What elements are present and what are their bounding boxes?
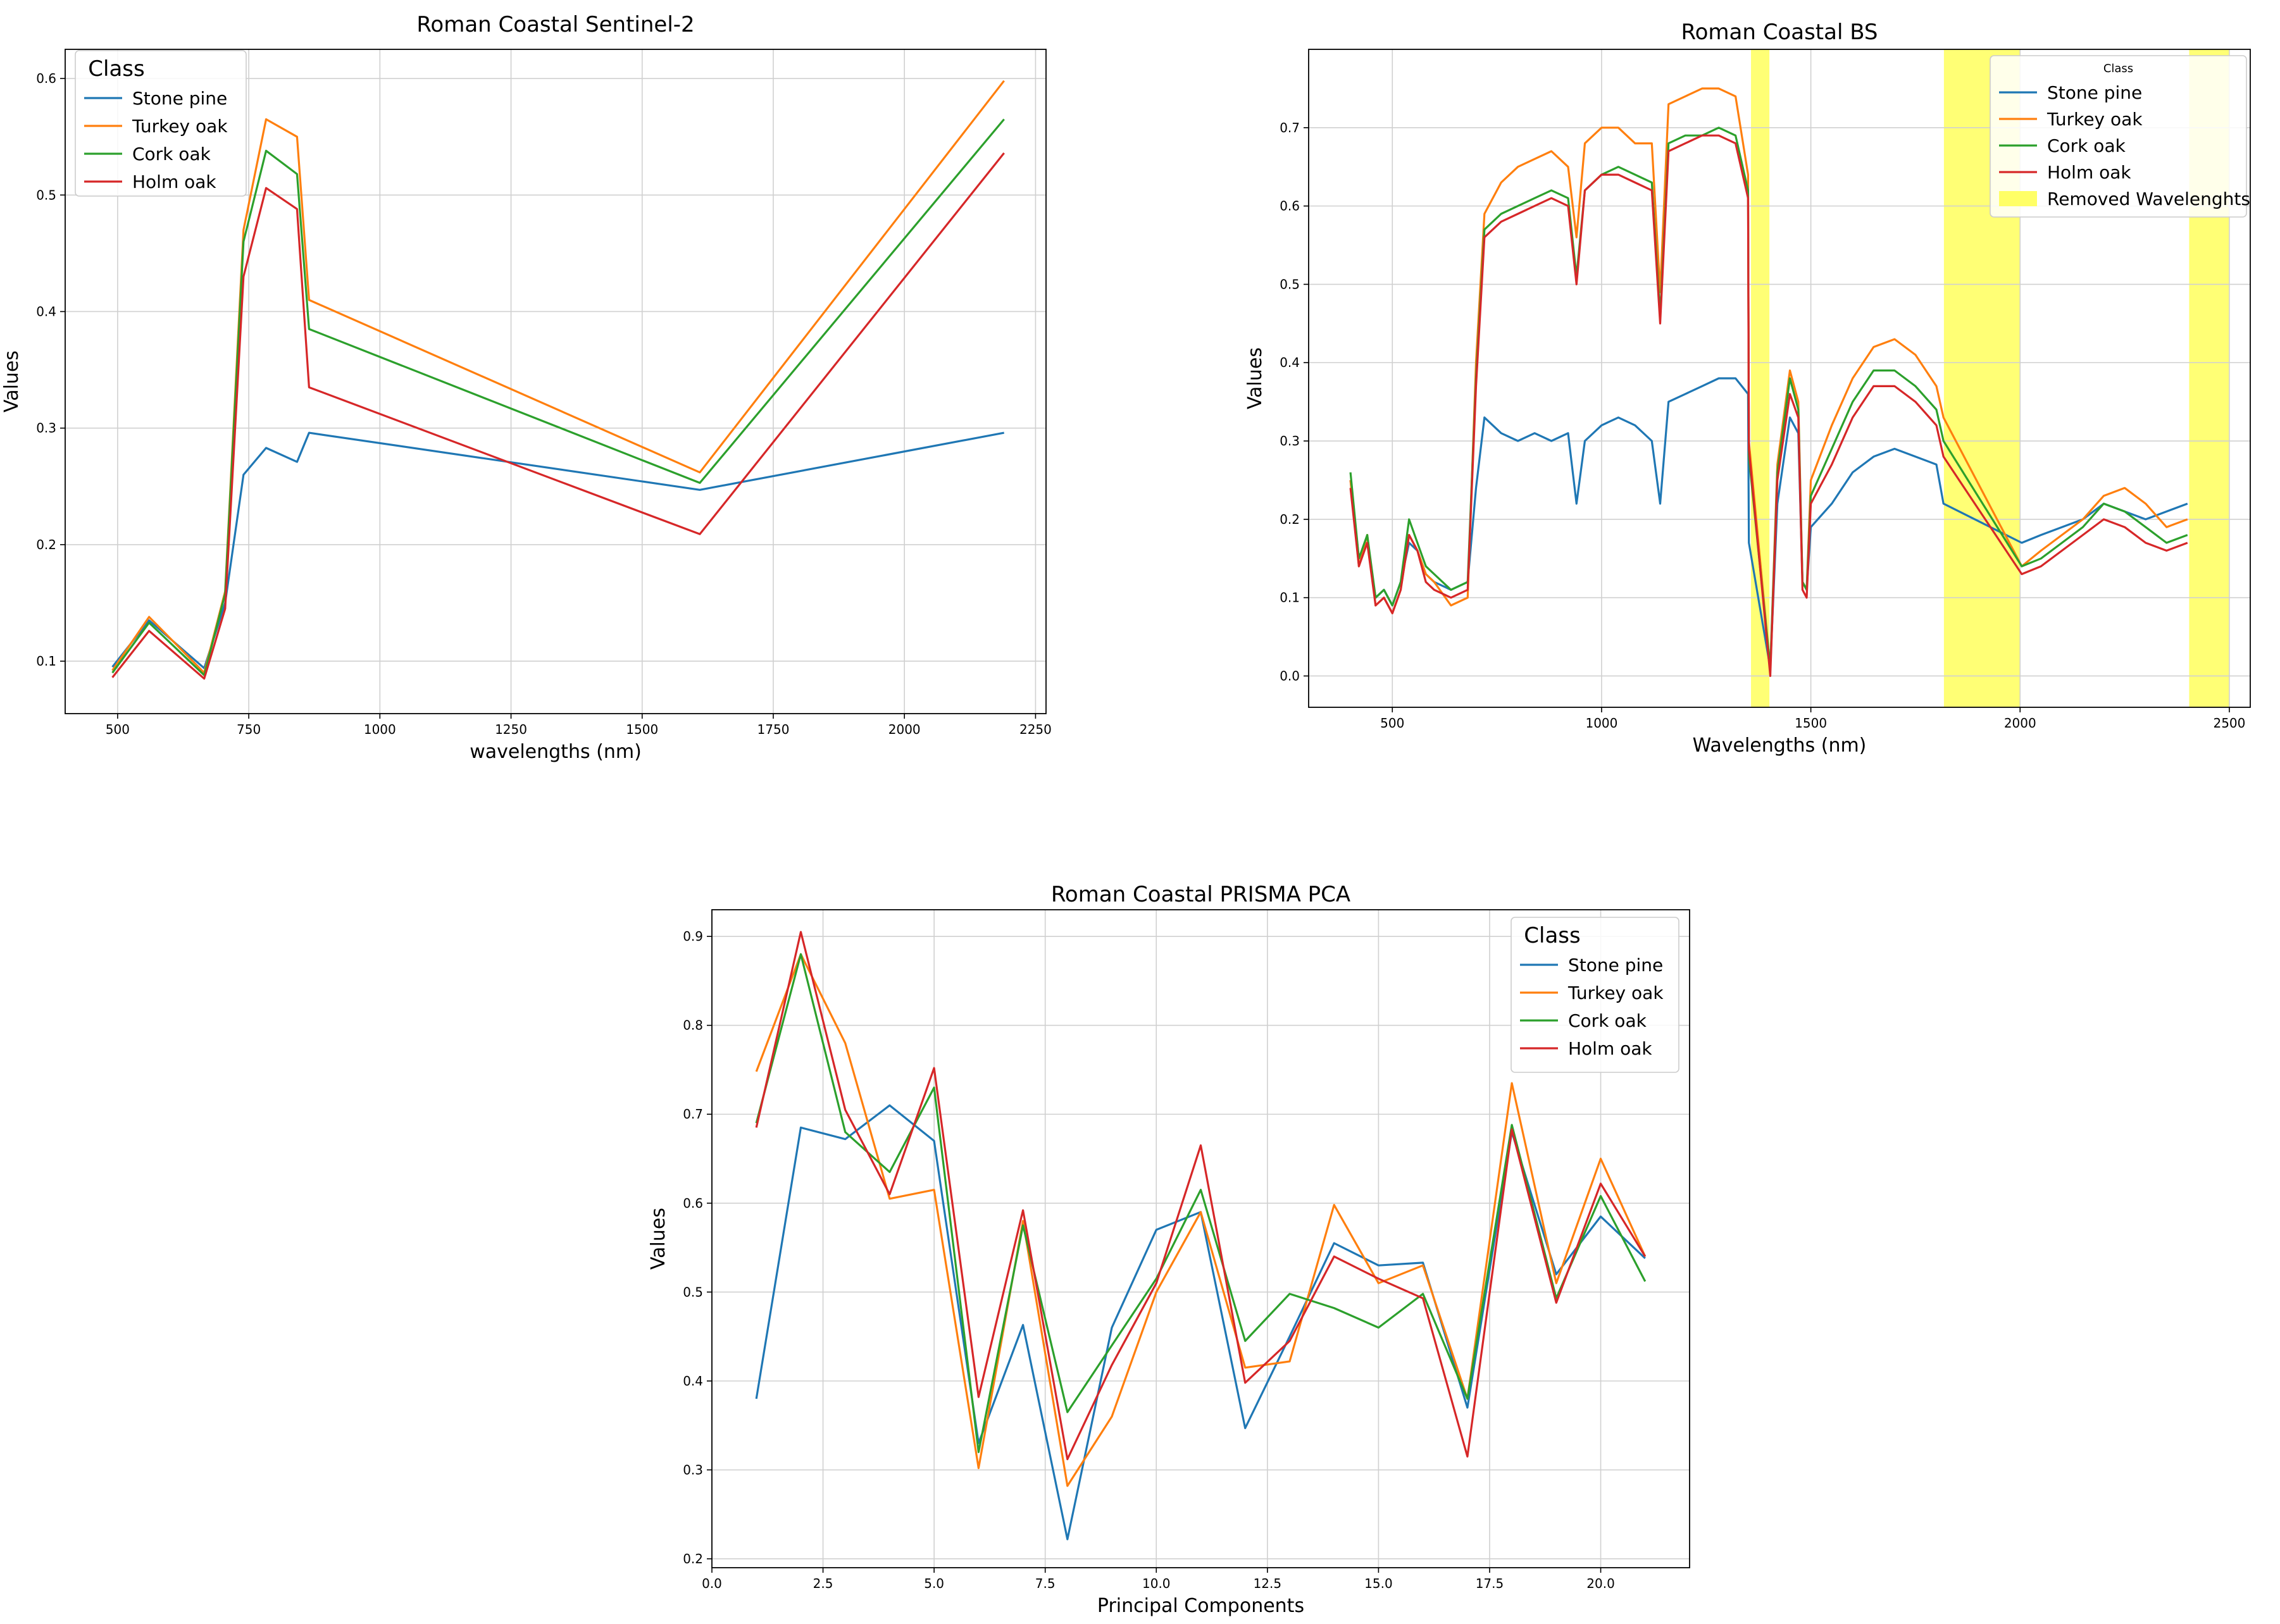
legend-label-cork-oak: Cork oak xyxy=(1568,1010,1647,1031)
y-tick-label: 0.6 xyxy=(1280,199,1300,214)
plot-frame xyxy=(1308,49,2251,708)
y-tick-label: 0.6 xyxy=(36,71,56,86)
y-tick-label: 0.3 xyxy=(36,421,56,436)
y-axis-label: Values xyxy=(1,350,23,412)
x-tick-label: 1750 xyxy=(757,722,790,737)
x-tick-label: 2000 xyxy=(2004,716,2036,731)
y-tick-label: 0.4 xyxy=(1280,355,1300,370)
x-tick-label: 20.0 xyxy=(1586,1576,1615,1591)
y-tick-label: 0.3 xyxy=(1280,433,1300,449)
x-tick-label: 1000 xyxy=(1585,716,1617,731)
x-tick-label: 1000 xyxy=(364,722,396,737)
y-tick-label: 0.1 xyxy=(36,654,56,669)
x-axis-label: Wavelengths (nm) xyxy=(1693,735,1867,757)
legend-label-stone-pine: Stone pine xyxy=(1568,955,1663,976)
series-line-cork-oak xyxy=(111,118,1005,676)
chart-title: Roman Coastal PRISMA PCA xyxy=(1051,882,1350,907)
legend-label-holm-oak: Holm oak xyxy=(2047,162,2131,183)
chart-prisma-pca: Roman Coastal PRISMA PCA 0.0 2.5 5.0 7.5 10.0… xyxy=(647,882,1690,1617)
y-axis-label: Values xyxy=(1244,347,1266,409)
series-line-holm-oak xyxy=(1349,134,2188,678)
legend-label-stone-pine: Stone pine xyxy=(2047,82,2142,103)
y-tick-label: 0.3 xyxy=(683,1462,703,1477)
legend-label-stone-pine: Stone pine xyxy=(132,88,227,109)
x-tick-label: 5.0 xyxy=(924,1576,944,1591)
y-tick-label: 0.9 xyxy=(683,929,703,944)
plot-frame xyxy=(65,49,1047,714)
y-tick-label: 0.0 xyxy=(1280,668,1300,683)
x-axis-label: Principal Components xyxy=(1097,1595,1304,1617)
x-tick-label: 15.0 xyxy=(1364,1576,1393,1591)
y-tick-label: 0.6 xyxy=(683,1196,703,1211)
x-tick-label: 17.5 xyxy=(1476,1576,1504,1591)
x-tick-label: 12.5 xyxy=(1254,1576,1282,1591)
x-tick-label: 2500 xyxy=(2213,716,2245,731)
y-tick-label: 0.8 xyxy=(683,1018,703,1033)
series-line-cork-oak xyxy=(755,953,1647,1453)
legend-box xyxy=(1511,917,1679,1073)
series-line-holm-oak xyxy=(755,931,1647,1461)
y-tick-label: 0.7 xyxy=(683,1106,703,1122)
x-tick-label: 2.5 xyxy=(813,1576,833,1591)
y-tick-label: 0.2 xyxy=(36,537,56,552)
legend-label-cork-oak: Cork oak xyxy=(2047,135,2126,156)
x-tick-label: 750 xyxy=(237,722,261,737)
y-tick-label: 0.4 xyxy=(683,1373,703,1389)
legend-label-turkey-oak: Turkey oak xyxy=(1567,982,1664,1003)
x-tick-label: 500 xyxy=(106,722,130,737)
plot-frame xyxy=(711,909,1690,1568)
chart-title: Roman Coastal Sentinel-2 xyxy=(416,12,694,37)
series-line-turkey-oak xyxy=(111,80,1005,674)
legend-label-turkey-oak: Turkey oak xyxy=(132,116,228,137)
legend-swatch-removed-wavelengths xyxy=(1999,191,2037,206)
y-tick-label: 0.1 xyxy=(1280,590,1300,605)
legend-label-turkey-oak: Turkey oak xyxy=(2046,109,2143,130)
chart-title: Roman Coastal BS xyxy=(1681,20,1878,45)
x-tick-label: 1250 xyxy=(495,722,527,737)
x-tick-label: 1500 xyxy=(626,722,658,737)
y-axis-label: Values xyxy=(647,1208,670,1270)
legend-title: Class xyxy=(1524,923,1580,948)
x-tick-label: 7.5 xyxy=(1035,1576,1056,1591)
y-tick-label: 0.4 xyxy=(36,304,56,319)
legend-label-cork-oak: Cork oak xyxy=(132,144,211,164)
y-tick-label: 0.2 xyxy=(1280,512,1300,527)
y-tick-label: 0.5 xyxy=(683,1284,703,1299)
x-axis-label: wavelengths (nm) xyxy=(470,741,642,763)
series-line-stone-pine xyxy=(111,431,1004,669)
chart-bs: Roman Coastal BS 500 1000 1500 2000 2500 0.0 0.… xyxy=(1244,20,2251,757)
y-tick-label: 0.2 xyxy=(683,1551,703,1566)
legend-title: Class xyxy=(88,56,144,82)
y-tick-label: 0.5 xyxy=(36,187,56,202)
x-tick-label: 2250 xyxy=(1019,722,1052,737)
series-line-cork-oak xyxy=(1349,127,2188,669)
x-tick-label: 2000 xyxy=(888,722,921,737)
legend-box xyxy=(1990,55,2247,218)
legend-box xyxy=(75,50,247,197)
x-tick-label: 10.0 xyxy=(1142,1576,1171,1591)
y-tick-label: 0.7 xyxy=(1280,120,1300,135)
chart-sentinel-2: Roman Coastal Sentinel-2 500 750 1000 1250 15… xyxy=(1,12,1052,763)
series-line-turkey-oak xyxy=(1349,87,2188,669)
legend-title: Class xyxy=(2103,62,2133,75)
x-tick-label: 0.0 xyxy=(702,1576,722,1591)
y-tick-label: 0.5 xyxy=(1280,276,1300,292)
series-line-holm-oak xyxy=(111,152,1005,680)
x-tick-label: 1500 xyxy=(1795,716,1827,731)
series-line-turkey-oak xyxy=(755,953,1647,1487)
legend-label-holm-oak: Holm oak xyxy=(132,171,216,192)
legend-label-holm-oak: Holm oak xyxy=(1568,1038,1652,1059)
x-tick-label: 500 xyxy=(1380,716,1404,731)
legend-label-removed-wavelenghts: Removed Wavelenghts xyxy=(2047,189,2250,209)
